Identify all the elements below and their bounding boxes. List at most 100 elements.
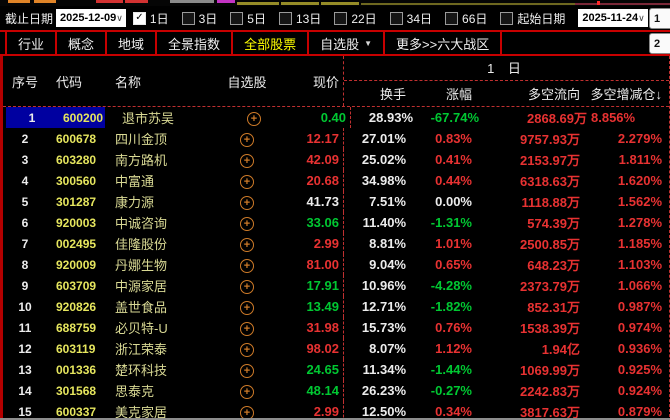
table-row[interactable]: 3 603280 南方路机 +42.09 25.02% 0.41% 2153.97万 1.81… [3, 149, 669, 170]
period-checkbox-8[interactable]: 起始日期 [500, 10, 565, 27]
table-row[interactable]: 11 688759 必贝特-U +31.98 15.73% 0.76% 1538.39万 0.… [3, 317, 669, 338]
table-row[interactable]: 7 002495 佳隆股份 +2.99 8.81% 1.01% 2500.85万 1.185% [3, 233, 669, 254]
table-row[interactable]: 12 603119 浙江荣泰 +98.02 8.07% 1.12% 1.94亿 0.936% [3, 338, 669, 359]
end-date-select[interactable]: 2025-12-09 ∨ [56, 9, 126, 27]
table-row[interactable]: 4 300560 中富通 +20.68 34.98% 0.44% 6318.63万 1.620… [3, 170, 669, 191]
cell-name: 中诚咨询 [115, 216, 168, 231]
cell-name: 中富通 [115, 174, 155, 189]
table-row[interactable]: 6 920003 中诚咨询 +33.06 11.40% -1.31% 574.39万 1.27… [3, 212, 669, 233]
col-header-index[interactable]: 序号 [11, 74, 38, 90]
table-row[interactable]: 2 600678 四川金顶 +12.17 27.01% 0.83% 9757.93万 2.27… [3, 128, 669, 149]
col-header-flow[interactable]: 多空流向 [527, 87, 580, 102]
cell-change: 0.76% [435, 320, 472, 335]
clipped-tab-fragment [321, 2, 359, 5]
tab-7[interactable]: 更多>>六大战区 [385, 32, 503, 54]
cell-name: 楚环科技 [115, 363, 168, 378]
cell-position-delta: 8.856% [591, 110, 636, 125]
cell-watchlist: + [205, 194, 289, 210]
add-watchlist-icon[interactable]: + [240, 342, 254, 357]
add-watchlist-icon[interactable]: + [240, 279, 254, 294]
cell-turnover: 28.93% [368, 110, 413, 125]
period-checkbox-1[interactable]: ✓ 1日 [132, 10, 169, 27]
cell-position-delta: 0.936% [617, 341, 662, 356]
table-row[interactable]: 1 600200 退市苏吴 +0.40 28.93% -67.74% 2868.69万 8.8… [6, 107, 635, 128]
col-header-position-delta-sort[interactable]: 多空增减仓↓ [590, 87, 662, 102]
table-row[interactable]: 8 920009 丹娜生物 +81.00 9.04% 0.65% 648.23万 1.103% [3, 254, 669, 275]
cell-watchlist: + [212, 110, 296, 126]
cell-flow: 1.94亿 [541, 342, 580, 357]
col-header-change[interactable]: 涨幅 [445, 87, 472, 102]
row-period-cells: 9.04% 0.65% 648.23万 1.103% [343, 254, 669, 275]
add-watchlist-icon[interactable]: + [240, 216, 254, 231]
edge-button-bottom[interactable]: 2 [649, 33, 670, 54]
cell-code: 603709 [56, 278, 97, 293]
checkbox-icon [181, 11, 195, 25]
add-watchlist-icon[interactable]: + [247, 111, 261, 126]
cell-name: 退市苏吴 [122, 111, 175, 126]
cell-code: 002495 [56, 236, 97, 251]
add-watchlist-icon[interactable]: + [240, 195, 254, 210]
table-row[interactable]: 10 920826 盖世食品 +13.49 12.71% -1.82% 852.31万 0.9… [3, 296, 669, 317]
tab-3[interactable]: 地域 [107, 32, 158, 54]
clipped-tab-fragment [96, 0, 123, 3]
add-watchlist-icon[interactable]: + [240, 321, 254, 336]
cell-price: 20.68 [306, 173, 339, 188]
col-header-price[interactable]: 现价 [312, 74, 339, 90]
col-header-turnover[interactable]: 换手 [379, 87, 406, 102]
tab-5[interactable]: 全部股票 [233, 32, 310, 54]
row-period-cells: 12.50% 0.34% 3817.63万 0.879% [343, 401, 669, 420]
checkbox-icon [334, 11, 348, 25]
window-bottom-edge [0, 418, 670, 420]
table-row[interactable]: 13 001336 楚环科技 +24.65 11.34% -1.44% 1069.99万 0.… [3, 359, 669, 380]
cell-change: 0.00% [435, 194, 472, 209]
col-header-watchlist[interactable]: 自选股 [227, 74, 267, 90]
table-row[interactable]: 9 603709 中源家居 +17.91 10.96% -4.28% 2373.79万 1.0… [3, 275, 669, 296]
tab-1[interactable]: 行业 [5, 32, 58, 54]
cell-code: 600678 [56, 131, 97, 146]
edge-button-top[interactable]: 1 [649, 8, 670, 29]
cell-change: -1.31% [430, 215, 472, 230]
cell-change: 0.41% [435, 152, 472, 167]
add-watchlist-icon[interactable]: + [240, 300, 254, 315]
table-row[interactable]: 14 301568 思泰克 +48.14 26.23% -0.27% 2242.83万 0.9… [3, 380, 669, 401]
cell-flow: 3817.63万 [520, 405, 580, 420]
period-checkbox-5[interactable]: 22日 [334, 10, 377, 27]
add-watchlist-icon[interactable]: + [240, 153, 254, 168]
tab-6[interactable]: 自选股 ▼ [309, 32, 386, 54]
add-watchlist-icon[interactable]: + [240, 132, 254, 147]
cell-change: 0.34% [435, 404, 472, 419]
row-period-cells: 15.73% 0.76% 1538.39万 0.974% [343, 317, 669, 338]
col-header-code[interactable]: 代码 [56, 74, 83, 90]
add-watchlist-icon[interactable]: + [240, 258, 254, 273]
period-label: 66日 [462, 11, 488, 26]
period-checkbox-3[interactable]: 5日 [230, 10, 266, 27]
cell-turnover: 15.73% [361, 320, 406, 335]
cell-flow: 2153.97万 [520, 153, 580, 168]
table-row[interactable]: 5 301287 康力源 +41.73 7.51% 0.00% 1118.88万 1.562% [3, 191, 669, 212]
period-checkbox-2[interactable]: 3日 [181, 10, 217, 27]
cell-flow: 1069.99万 [520, 363, 580, 378]
cell-turnover: 11.34% [362, 362, 406, 377]
period-checkbox-6[interactable]: 34日 [389, 10, 432, 27]
cell-name: 浙江荣泰 [115, 342, 168, 357]
start-date-select[interactable]: 2025-11-24 ∨ [578, 9, 648, 27]
tab-2[interactable]: 概念 [57, 32, 108, 54]
period-checkbox-7[interactable]: 66日 [445, 10, 487, 27]
cell-index: 6 [21, 215, 29, 230]
add-watchlist-icon[interactable]: + [240, 363, 254, 378]
cell-turnover: 34.98% [361, 173, 406, 188]
tab-4[interactable]: 全景指数 [157, 32, 234, 54]
add-watchlist-icon[interactable]: + [240, 174, 254, 189]
period-checkbox-4[interactable]: 13日 [278, 10, 321, 27]
cell-position-delta: 1.620% [617, 173, 662, 188]
cell-change: -4.28% [430, 278, 472, 293]
cell-flow: 852.31万 [527, 300, 580, 315]
col-header-name[interactable]: 名称 [115, 74, 142, 90]
cell-flow: 2373.79万 [520, 279, 580, 294]
add-watchlist-icon[interactable]: + [240, 237, 254, 252]
table-row[interactable]: 15 600337 美克家居 +2.99 12.50% 0.34% 3817.63万 0.87… [3, 401, 669, 420]
cell-name: 盖世食品 [115, 300, 168, 315]
cell-change: 1.01% [435, 236, 472, 251]
add-watchlist-icon[interactable]: + [240, 384, 254, 399]
cell-code: 001336 [56, 362, 97, 377]
